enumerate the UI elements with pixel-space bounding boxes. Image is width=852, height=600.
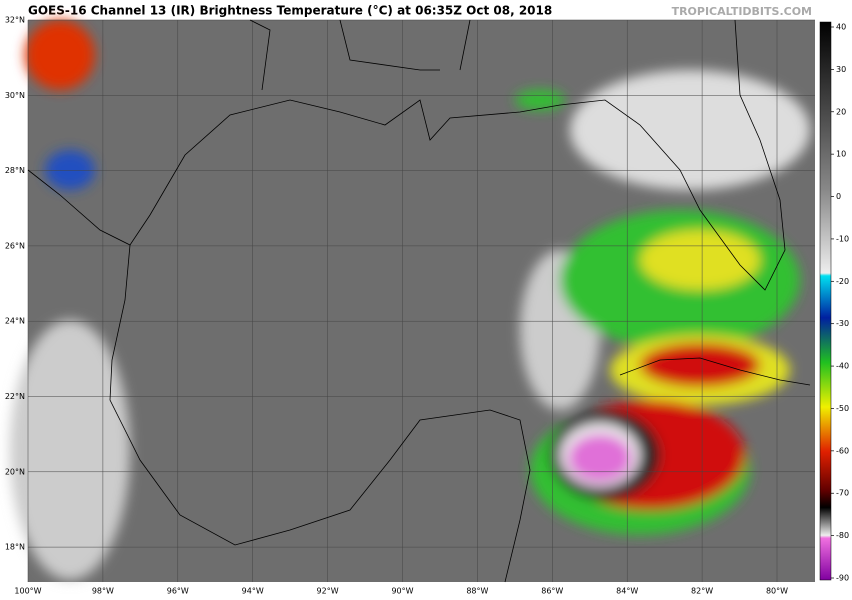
lon-label: 86°W (541, 587, 563, 596)
lon-label: 88°W (466, 587, 488, 596)
colorbar-tick-label: 30 (836, 65, 846, 74)
colorbar-tick-label: -80 (836, 531, 849, 540)
graticule (27, 19, 815, 582)
lon-label: 96°W (167, 587, 189, 596)
lon-label: 84°W (616, 587, 638, 596)
coastlines (27, 19, 811, 583)
lat-label: 20°N (5, 467, 25, 476)
lat-label: 30°N (5, 91, 25, 100)
colorbar-tick-label: -30 (836, 319, 849, 328)
colorbar-tick-label: -20 (836, 277, 849, 286)
colorbar-tick-label: 10 (836, 150, 846, 159)
colorbar-tick-label: 40 (836, 23, 846, 32)
lat-label: 24°N (5, 317, 25, 326)
lat-label: 28°N (5, 166, 25, 175)
colorbar-tick-label: 20 (836, 107, 846, 116)
lon-label: 82°W (691, 587, 713, 596)
colorbar-tick-label: -90 (836, 574, 849, 583)
clouds (10, 20, 810, 580)
colorbar-tick-label: 0 (836, 192, 841, 201)
lon-label: 100°W (14, 587, 41, 596)
colorbar-tick-label: -60 (836, 446, 849, 455)
lat-label: 32°N (5, 16, 25, 25)
lon-label: 90°W (391, 587, 413, 596)
watermark: TROPICALTIDBITS.COM (672, 5, 812, 18)
lon-label: 92°W (317, 587, 339, 596)
title: GOES-16 Channel 13 (IR) Brightness Tempe… (28, 4, 552, 18)
colorbar-tick-label: -10 (836, 234, 849, 243)
map (10, 19, 815, 583)
colorbar-tick-label: -50 (836, 404, 849, 413)
lon-label: 98°W (92, 587, 114, 596)
lon-label: 94°W (242, 587, 264, 596)
colorbar-tick-label: -70 (836, 489, 849, 498)
lat-label: 18°N (5, 543, 25, 552)
colorbar (819, 21, 832, 581)
colorbar-tick-label: -40 (836, 362, 849, 371)
lat-label: 22°N (5, 392, 25, 401)
lon-label: 80°W (766, 587, 788, 596)
lat-label: 26°N (5, 241, 25, 250)
